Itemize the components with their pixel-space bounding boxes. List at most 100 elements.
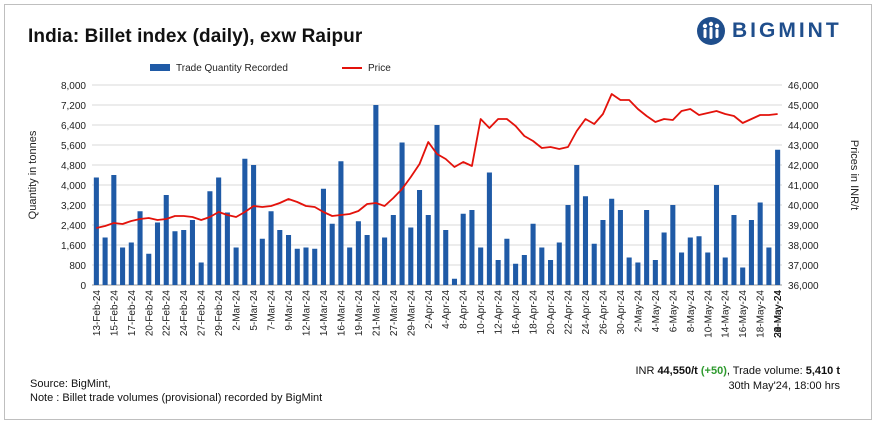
volume-bar xyxy=(460,213,466,285)
y-tick-label: 5,600 xyxy=(61,141,86,152)
y-tick-label: 0 xyxy=(80,281,86,292)
source-note: Source: BigMint, xyxy=(30,378,111,390)
volume-bar xyxy=(748,220,754,285)
bigmint-logo-icon xyxy=(697,17,725,45)
volume-bar xyxy=(766,247,772,285)
y-tick-label: 2,400 xyxy=(61,221,86,232)
x-tick-label: 30-Apr-24 xyxy=(616,290,627,335)
volume-bar xyxy=(591,243,597,285)
x-tick-label: 14-Mar-24 xyxy=(319,290,330,337)
volume-bar xyxy=(556,242,562,285)
volume-bar xyxy=(670,205,676,285)
y2-tick-label: 36,000 xyxy=(788,281,819,292)
volume-bar xyxy=(181,230,187,285)
x-tick-label: 16-Apr-24 xyxy=(511,290,522,335)
volume-bar xyxy=(320,188,326,285)
brand-logo: BIGMINT xyxy=(696,16,842,46)
x-tick-label: 30-May-24 xyxy=(773,290,784,338)
volume-bar xyxy=(504,238,510,285)
volume-bar xyxy=(329,223,335,285)
volume-bar xyxy=(722,257,728,285)
timestamp: 30th May'24, 18:00 hrs xyxy=(728,380,840,392)
notes: Source: BigMint, Note : Billet trade vol… xyxy=(30,377,322,405)
y-tick-label: 4,800 xyxy=(61,161,86,172)
volume-bar xyxy=(146,253,152,285)
x-tick-label: 24-May-24 xyxy=(773,290,784,338)
y2-tick-label: 45,000 xyxy=(788,101,819,112)
price-change: (+50) xyxy=(700,365,727,377)
volume-bar xyxy=(399,142,405,285)
y2-tick-label: 40,000 xyxy=(788,201,819,212)
volume-note: Note : Billet trade volumes (provisional… xyxy=(30,392,323,404)
x-tick-label: 2-Mar-24 xyxy=(232,290,243,331)
volume-value: 5,410 t xyxy=(805,365,840,377)
volume-bar xyxy=(259,238,265,285)
volume-bar xyxy=(373,105,379,285)
volume-bar xyxy=(268,211,274,285)
x-tick-label: 22-May-24 xyxy=(773,290,784,338)
volume-bar xyxy=(425,215,431,285)
price-prefix: INR xyxy=(635,365,658,377)
x-tick-label: 24-Apr-24 xyxy=(581,290,592,335)
volume-bar xyxy=(469,210,475,285)
y2-tick-label: 46,000 xyxy=(788,81,819,92)
x-tick-label: 7-Mar-24 xyxy=(267,290,278,331)
volume-bars xyxy=(93,105,781,285)
volume-bar xyxy=(521,255,527,285)
volume-prefix: , Trade volume: xyxy=(726,365,806,377)
chart-title: India: Billet index (daily), exw Raipur xyxy=(28,26,363,47)
volume-bar xyxy=(207,191,213,285)
y-axis-label: Quantity in tonnes xyxy=(27,130,39,219)
x-tick-label: 9-Mar-24 xyxy=(284,290,295,331)
volume-bar xyxy=(277,230,283,285)
volume-bar xyxy=(687,237,693,285)
volume-bar xyxy=(408,227,414,285)
volume-bar xyxy=(626,257,632,285)
volume-bar xyxy=(609,198,615,285)
volume-bar xyxy=(242,158,248,285)
y2-axis-label: Prices in INR/t xyxy=(848,140,860,210)
x-tick-label: 29-Feb-24 xyxy=(214,290,225,337)
x-tick-label: 27-Mar-24 xyxy=(389,290,400,337)
x-tick-label: 18-May-24 xyxy=(756,290,767,338)
x-tick-label: 13-Feb-24 xyxy=(92,290,103,337)
volume-bar xyxy=(224,212,230,285)
volume-bar xyxy=(582,196,589,285)
y2-tick-label: 39,000 xyxy=(788,221,819,232)
brand-name: BIGMINT xyxy=(732,19,842,42)
volume-bar xyxy=(355,221,361,285)
volume-bar xyxy=(661,232,667,285)
volume-bar xyxy=(111,175,117,285)
x-tick-label: 5-Mar-24 xyxy=(249,290,260,331)
volume-bar xyxy=(285,235,292,285)
volume-bar xyxy=(600,220,606,285)
volume-bar xyxy=(757,202,763,285)
volume-bar xyxy=(443,230,449,285)
volume-bar xyxy=(390,215,396,285)
volume-bar xyxy=(644,210,650,285)
volume-bar xyxy=(216,177,222,285)
x-tick-label: 20-May-24 xyxy=(773,290,784,338)
volume-bar xyxy=(417,190,423,285)
y2-tick-label: 38,000 xyxy=(788,241,819,252)
volume-bar xyxy=(347,247,353,285)
y2-tick-label: 44,000 xyxy=(788,121,819,132)
volume-bar xyxy=(565,205,571,285)
volume-bar xyxy=(93,177,99,285)
x-tick-label: 22-Feb-24 xyxy=(162,290,173,337)
y2-tick-label: 43,000 xyxy=(788,141,819,152)
x-tick-label: 6-May-24 xyxy=(668,290,679,333)
volume-bar xyxy=(574,165,580,285)
volume-bar xyxy=(163,195,169,285)
x-tick-label: 10-Apr-24 xyxy=(476,290,487,335)
volume-bar xyxy=(635,262,641,285)
volume-bar xyxy=(530,223,536,285)
y-tick-label: 3,200 xyxy=(61,201,86,212)
summary-line: INR 44,550/t (+50), Trade volume: 5,410 … xyxy=(635,364,840,379)
x-tick-label: 10-May-24 xyxy=(703,290,714,338)
x-tick-label: 20-Feb-24 xyxy=(144,290,155,337)
y2-tick-label: 42,000 xyxy=(788,161,819,172)
volume-bar xyxy=(120,247,126,285)
x-tick-label: 12-Apr-24 xyxy=(494,290,505,335)
